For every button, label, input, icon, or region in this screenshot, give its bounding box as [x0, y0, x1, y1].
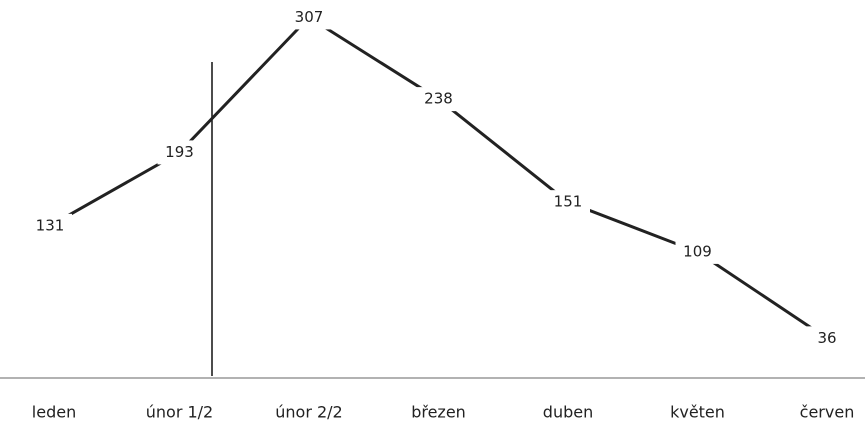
data-label: 36 [817, 329, 836, 347]
x-tick-label: červen [800, 403, 855, 422]
x-tick-label: květen [670, 403, 725, 422]
label-bg [675, 239, 720, 264]
data-label: 193 [165, 143, 194, 161]
data-label: 131 [36, 216, 65, 234]
data-label: 151 [554, 193, 583, 211]
data-label: 109 [683, 242, 712, 260]
x-tick-label: březen [411, 403, 466, 422]
label-bg [28, 213, 72, 238]
data-label: 307 [295, 8, 324, 26]
data-label: 238 [424, 90, 453, 108]
x-tick-label: duben [543, 403, 593, 422]
label-bg [546, 190, 590, 215]
x-tick-label: leden [32, 403, 76, 422]
label-bg [416, 87, 461, 112]
label-bg [805, 326, 849, 351]
x-tick-label: únor 1/2 [146, 403, 213, 422]
label-bg [157, 140, 202, 165]
x-tick-label: únor 2/2 [275, 403, 342, 422]
label-bg [287, 5, 331, 30]
